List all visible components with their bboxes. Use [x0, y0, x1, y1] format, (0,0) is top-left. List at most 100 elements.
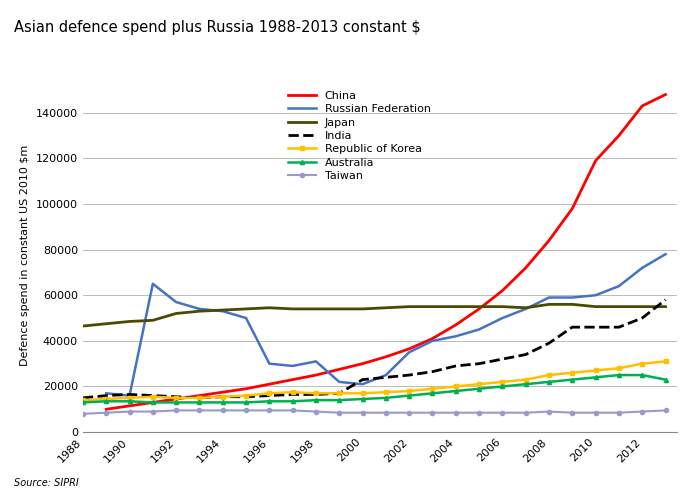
Republic of Korea [498, 379, 507, 385]
Japan [475, 304, 483, 310]
China [381, 354, 390, 360]
Russian Federation [172, 299, 180, 305]
India [242, 394, 250, 400]
Russian Federation [661, 251, 670, 257]
Australia [218, 400, 227, 406]
Japan [568, 301, 576, 307]
Japan [265, 305, 274, 311]
Russian Federation [522, 306, 530, 312]
Australia [125, 398, 133, 404]
Republic of Korea [591, 368, 600, 374]
Republic of Korea [405, 388, 413, 394]
Australia [312, 397, 320, 403]
Republic of Korea [335, 390, 343, 396]
Republic of Korea [242, 393, 250, 399]
Taiwan [568, 410, 576, 416]
Japan [381, 305, 390, 311]
Japan [79, 323, 87, 329]
Y-axis label: Defence spend in constant US 2010 $m: Defence spend in constant US 2010 $m [20, 145, 30, 366]
India [102, 393, 111, 399]
Japan [522, 305, 530, 311]
Republic of Korea [312, 390, 320, 396]
Russian Federation [312, 358, 320, 364]
Australia [405, 393, 413, 399]
Australia [102, 398, 111, 404]
Republic of Korea [218, 394, 227, 400]
Taiwan [591, 410, 600, 416]
Russian Federation [335, 379, 343, 385]
Russian Federation [149, 281, 157, 287]
Republic of Korea [615, 365, 623, 371]
China [522, 265, 530, 271]
Russian Federation [615, 283, 623, 289]
Japan [359, 306, 367, 312]
China [638, 103, 646, 109]
Line: China: China [106, 95, 665, 409]
Republic of Korea [568, 370, 576, 376]
Republic of Korea [172, 395, 180, 401]
India [428, 369, 437, 375]
Taiwan [218, 408, 227, 413]
India [452, 363, 460, 369]
China [196, 393, 204, 399]
Russian Federation [452, 333, 460, 339]
China [591, 158, 600, 164]
India [125, 391, 133, 397]
Republic of Korea [545, 372, 553, 378]
Japan [289, 306, 297, 312]
Japan [405, 304, 413, 310]
Taiwan [359, 410, 367, 416]
India [312, 391, 320, 397]
Japan [312, 306, 320, 312]
Text: Asian defence spend plus Russia 1988-2013 constant $: Asian defence spend plus Russia 1988-201… [14, 20, 421, 35]
China [102, 407, 111, 412]
India [149, 393, 157, 399]
India [568, 324, 576, 330]
Australia [359, 396, 367, 402]
China [218, 389, 227, 395]
Japan [149, 317, 157, 323]
Taiwan [498, 410, 507, 416]
Line: India: India [83, 300, 665, 398]
China [405, 346, 413, 352]
India [475, 361, 483, 367]
Republic of Korea [125, 395, 133, 401]
China [335, 366, 343, 372]
Australia [452, 388, 460, 394]
China [615, 133, 623, 138]
Japan [335, 306, 343, 312]
Australia [335, 397, 343, 403]
Taiwan [172, 408, 180, 413]
Japan [638, 304, 646, 310]
Japan [661, 304, 670, 310]
Republic of Korea [102, 396, 111, 402]
Australia [172, 400, 180, 406]
Taiwan [452, 410, 460, 416]
Republic of Korea [149, 394, 157, 400]
Russian Federation [289, 363, 297, 369]
Australia [615, 372, 623, 378]
China [359, 361, 367, 367]
Australia [568, 377, 576, 382]
Australia [289, 398, 297, 404]
India [405, 372, 413, 378]
Russian Federation [381, 372, 390, 378]
Russian Federation [196, 306, 204, 312]
India [591, 324, 600, 330]
India [196, 395, 204, 401]
Australia [661, 377, 670, 382]
Line: Taiwan: Taiwan [81, 409, 668, 416]
Russian Federation [568, 295, 576, 300]
Republic of Korea [661, 358, 670, 364]
Taiwan [289, 408, 297, 413]
China [452, 322, 460, 328]
Taiwan [125, 409, 133, 414]
Australia [591, 375, 600, 381]
Taiwan [405, 410, 413, 416]
Japan [172, 310, 180, 316]
Taiwan [522, 410, 530, 416]
Line: Russian Federation: Russian Federation [106, 254, 665, 396]
Russian Federation [428, 338, 437, 344]
Japan [545, 301, 553, 307]
India [172, 394, 180, 400]
